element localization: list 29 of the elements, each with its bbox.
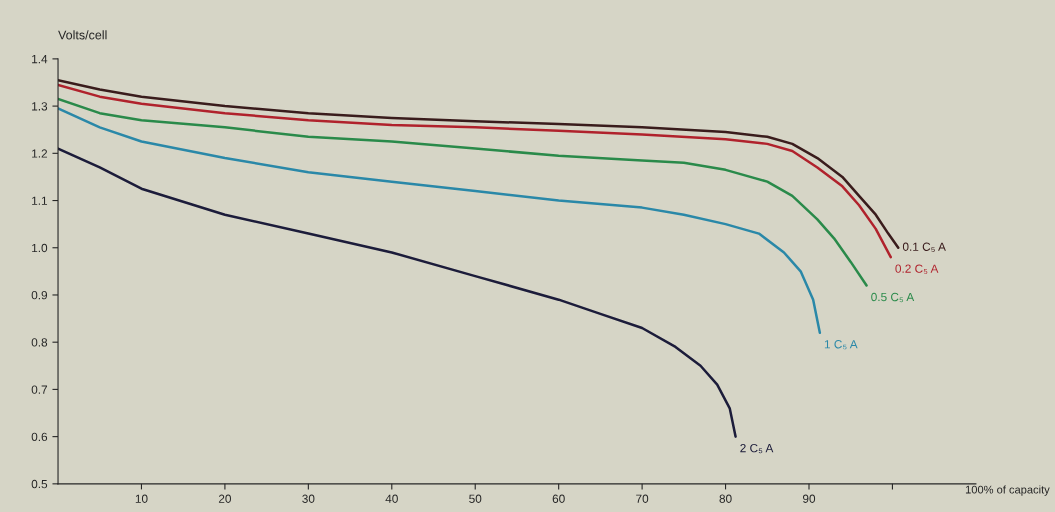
y-tick-label: 1.2 (32, 149, 48, 158)
y-tick-label: 1.3 (32, 102, 48, 111)
x-tick-label: 20 (218, 494, 232, 503)
series-label: 1 C₅ A (824, 340, 858, 350)
y-tick-label: 1.1 (32, 196, 48, 205)
y-tick-label: 0.8 (31, 338, 48, 347)
x-tick-label: 30 (302, 494, 315, 503)
series-label: 0.5 C₅ A (871, 292, 915, 303)
line-series (58, 107, 822, 334)
series-label: 0.1 C₅ A (902, 242, 946, 252)
y-tick-label: 0.5 (31, 479, 48, 489)
y-tick-label: 0.6 (31, 432, 48, 442)
line-series (58, 147, 737, 438)
x-tick-label: 60 (552, 494, 565, 503)
x-tick-label: 10 (135, 494, 148, 503)
x-tick-label: 70 (636, 494, 649, 503)
line-series (58, 97, 868, 287)
y-tick-label: 1.4 (32, 55, 48, 64)
y-tick-label: 0.7 (31, 385, 48, 394)
x-tick-label: 40 (385, 494, 398, 503)
y-tick-label: 0.9 (31, 291, 48, 300)
series-label: 0.2 C₅ A (895, 264, 939, 274)
y-tick-label: 1.0 (32, 243, 48, 253)
x-tick-label: 80 (719, 494, 732, 503)
y-axis-title: Volts/cell (58, 30, 107, 40)
x-tick-label: 90 (802, 494, 816, 503)
x-axis-title: 100% of capacity (965, 485, 1050, 496)
x-tick-label: 50 (469, 494, 482, 503)
series-label: 2 C₅ A (740, 443, 774, 454)
